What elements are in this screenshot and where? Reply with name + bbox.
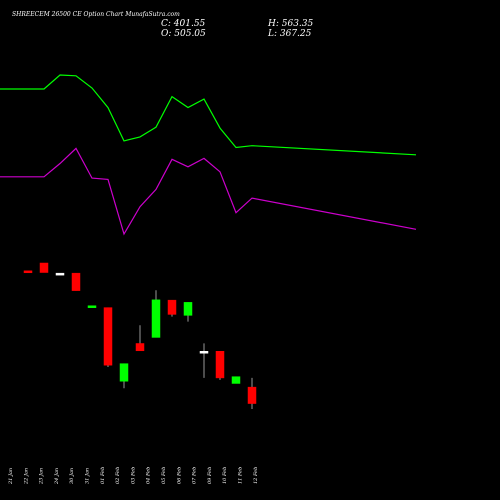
open-value: O: 505.05 xyxy=(161,29,206,39)
date-label: 12 Feb xyxy=(253,467,259,484)
date-label: 23 Jan xyxy=(39,468,45,485)
candle xyxy=(119,363,129,389)
candle-body xyxy=(39,262,49,273)
candle-body xyxy=(231,376,241,384)
candle-body xyxy=(87,305,97,308)
candle-body xyxy=(199,351,209,354)
chart-title: SHREECEM 26500 CE Option Chart MunafaSut… xyxy=(12,11,180,18)
candle-body xyxy=(247,386,257,404)
close-value: C: 401.55 xyxy=(161,19,206,29)
candle xyxy=(167,299,177,317)
date-label: 02 Feb xyxy=(115,467,121,484)
candle-body xyxy=(135,343,145,352)
candle-body xyxy=(119,363,129,382)
candle xyxy=(55,272,65,276)
date-label: 01 Feb xyxy=(100,467,106,484)
date-label: 03 Feb xyxy=(130,467,136,484)
candle xyxy=(215,351,225,380)
date-labels: 21 Jan 22 Jan 23 Jan 24 Jan 30 Jan 31 Jan 01 F… xyxy=(8,467,259,485)
date-label: 24 Jan xyxy=(54,468,60,485)
upper-line xyxy=(0,74,417,156)
candle xyxy=(247,377,257,409)
candle xyxy=(183,302,193,322)
candle-body xyxy=(103,307,113,366)
candle xyxy=(103,307,113,367)
date-label: 31 Jan xyxy=(85,468,91,484)
high-value: H: 563.35 xyxy=(268,19,314,29)
date-label: 21 Jan xyxy=(8,468,14,485)
candle xyxy=(39,262,49,273)
date-label: 06 Feb xyxy=(176,467,182,484)
candle-body xyxy=(151,299,161,338)
candles xyxy=(23,262,257,409)
date-label: 07 Feb xyxy=(192,467,198,484)
date-label: 05 Feb xyxy=(161,467,167,484)
candle-body xyxy=(215,351,225,379)
candle-body xyxy=(23,270,33,274)
candle xyxy=(23,270,33,274)
date-label: 11 Feb xyxy=(238,467,244,484)
candle-body xyxy=(55,272,65,276)
date-label: 30 Jan xyxy=(69,468,75,484)
candle-body xyxy=(183,302,193,316)
candle xyxy=(135,325,145,352)
date-label: 09 Feb xyxy=(207,467,213,484)
candle-body xyxy=(167,299,177,315)
indicator-lines xyxy=(0,74,417,236)
candle xyxy=(199,343,209,378)
candle xyxy=(231,376,241,384)
lower-line xyxy=(0,147,417,236)
candle-body xyxy=(71,272,81,291)
date-label: 10 Feb xyxy=(222,467,228,484)
date-label: 04 Feb xyxy=(146,467,152,484)
candle xyxy=(71,272,81,291)
candle xyxy=(87,305,97,308)
low-value: L: 367.25 xyxy=(268,29,312,39)
candle xyxy=(151,290,161,338)
date-label: 22 Jan xyxy=(23,468,29,485)
